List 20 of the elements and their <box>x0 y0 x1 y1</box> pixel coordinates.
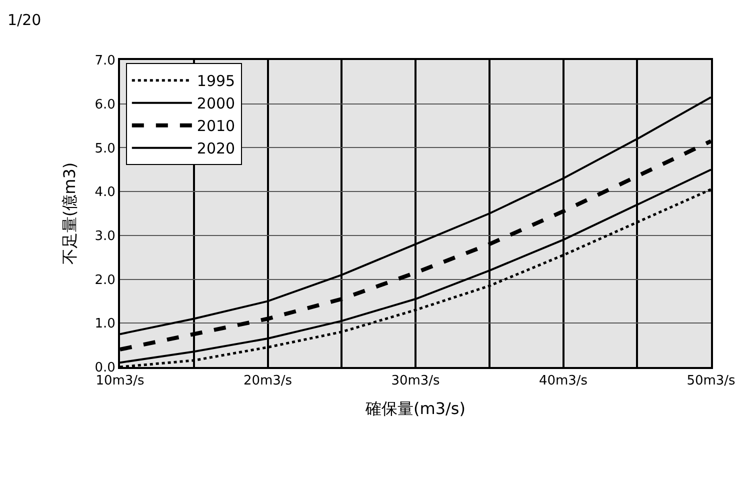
x-tick-label: 10m3/s <box>96 374 145 389</box>
y-tick-label: 6.0 <box>94 97 116 112</box>
y-tick-label: 7.0 <box>94 54 116 69</box>
legend-label: 2010 <box>196 117 236 136</box>
chart-title: 1/20 <box>8 10 42 29</box>
y-axis-title: 不足量(億m3) <box>60 162 80 265</box>
x-tick-label: 40m3/s <box>538 374 588 389</box>
legend-label: 1995 <box>196 72 236 90</box>
x-tick-label: 20m3/s <box>243 374 292 389</box>
y-tick-label: 5.0 <box>94 141 116 156</box>
y-tick-label: 3.0 <box>94 228 116 244</box>
legend-label: 2000 <box>196 94 236 113</box>
y-tick-label: 1.0 <box>94 316 116 332</box>
x-tick-label: 30m3/s <box>391 374 440 389</box>
x-tick-label: 50m3/s <box>686 374 736 389</box>
y-tick-label: 4.0 <box>94 185 116 200</box>
legend-label: 2020 <box>196 140 236 158</box>
y-tick-label: 0.0 <box>94 360 116 376</box>
x-axis-title: 確保量(m3/s) <box>364 398 466 418</box>
y-tick-label: 2.0 <box>94 272 116 288</box>
